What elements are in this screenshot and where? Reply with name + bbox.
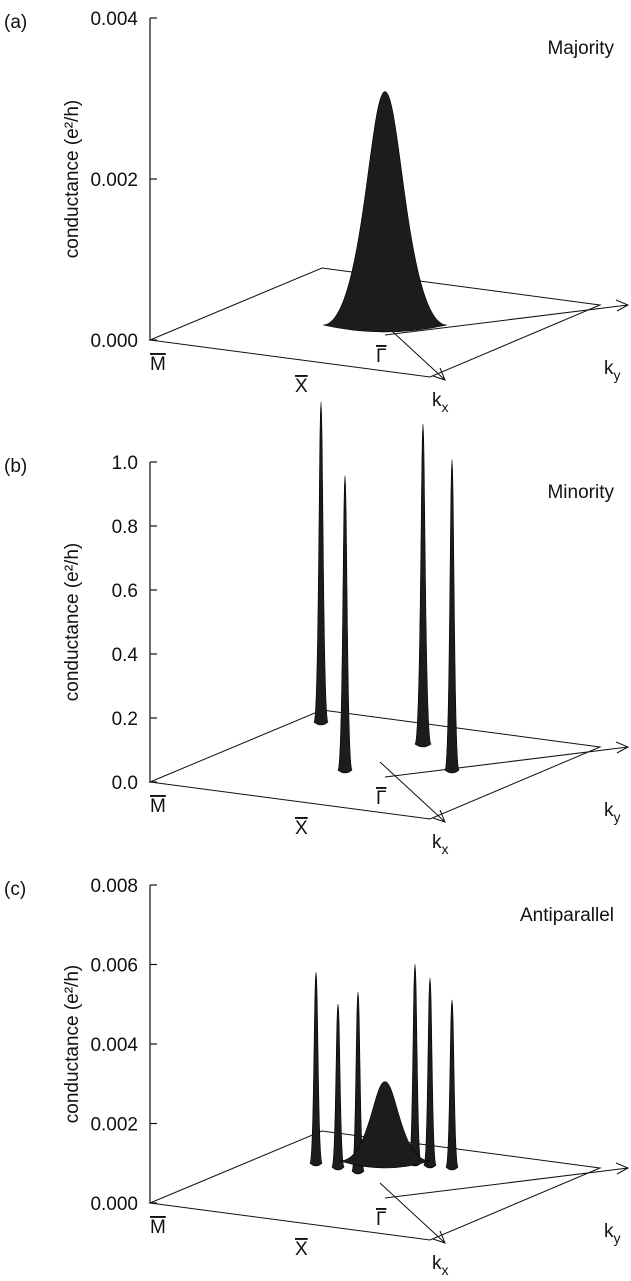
- panel-label: (b): [4, 456, 27, 477]
- k-point-label: X: [295, 818, 308, 839]
- ky-base: k: [604, 358, 614, 379]
- y-tick-label: 0.000: [90, 331, 138, 352]
- y-tick-label: 0.0: [112, 773, 138, 794]
- y-tick-label: 0.002: [90, 170, 138, 191]
- ky-label: ky: [604, 358, 621, 383]
- peak: [331, 1003, 345, 1171]
- peak: [337, 475, 353, 774]
- ky-arrow: [384, 741, 630, 778]
- k-plane: [148, 1130, 602, 1241]
- y-axis-label: conductance (e²/h): [62, 543, 83, 701]
- k-point-label: X: [295, 376, 308, 397]
- y-tick-label: 0.002: [90, 1115, 138, 1136]
- kx-sub: x: [442, 1262, 449, 1278]
- k-point-label: M: [150, 1217, 166, 1238]
- ky-sub: y: [614, 1230, 621, 1246]
- k-plane: [148, 709, 602, 820]
- kx-sub: x: [442, 841, 449, 857]
- kx-base: k: [432, 390, 442, 411]
- kx-base: k: [432, 832, 442, 853]
- peak: [313, 401, 329, 726]
- ky-base: k: [604, 1221, 614, 1242]
- kx-label: kx: [432, 832, 449, 857]
- ky-base: k: [604, 800, 614, 821]
- kx-arrow: [379, 761, 446, 823]
- peak: [423, 977, 437, 1169]
- kx-arrow: [379, 1182, 446, 1244]
- y-tick-label: 0.006: [90, 956, 138, 977]
- ky-arrow: [384, 1162, 630, 1199]
- y-axis-label: conductance (e²/h): [62, 965, 83, 1123]
- k-point-label: Γ: [376, 1209, 386, 1230]
- k-point-label: Γ: [376, 346, 386, 367]
- peak: [351, 991, 365, 1175]
- ky-sub: y: [614, 367, 621, 383]
- panel-label: (a): [4, 12, 27, 33]
- k-point-label: X: [295, 1239, 308, 1260]
- y-tick-label: 0.4: [112, 645, 139, 666]
- panel-title: Minority: [547, 482, 614, 503]
- peak: [309, 971, 323, 1167]
- kx-label: kx: [432, 390, 449, 415]
- y-tick-label: 0.2: [112, 709, 138, 730]
- y-tick-label: 0.004: [90, 1035, 138, 1056]
- y-tick-label: 0.008: [90, 876, 138, 897]
- k-point-label: M: [150, 796, 166, 817]
- k-point-label: Γ: [376, 788, 386, 809]
- ky-arrow: [384, 299, 630, 336]
- peak: [408, 963, 422, 1167]
- kx-label: kx: [432, 1253, 449, 1278]
- panel-label: (c): [4, 879, 26, 900]
- y-tick-label: 0.004: [90, 9, 138, 30]
- panel-title: Majority: [547, 38, 614, 59]
- k-point-label: M: [150, 354, 166, 375]
- panel-title: Antiparallel: [520, 905, 614, 926]
- y-tick-label: 1.0: [112, 453, 138, 474]
- peak: [322, 91, 448, 333]
- y-tick-label: 0.6: [112, 581, 138, 602]
- peak: [414, 423, 432, 748]
- kx-base: k: [432, 1253, 442, 1274]
- peak: [445, 999, 459, 1171]
- y-tick-label: 0.000: [90, 1194, 138, 1215]
- peak: [444, 459, 460, 774]
- y-axis-label: conductance (e²/h): [62, 100, 83, 258]
- k-plane: [148, 267, 602, 378]
- ky-label: ky: [604, 800, 621, 825]
- ky-sub: y: [614, 809, 621, 825]
- y-tick-label: 0.8: [112, 517, 138, 538]
- peak: [339, 1081, 431, 1169]
- kx-sub: x: [442, 399, 449, 415]
- ky-label: ky: [604, 1221, 621, 1246]
